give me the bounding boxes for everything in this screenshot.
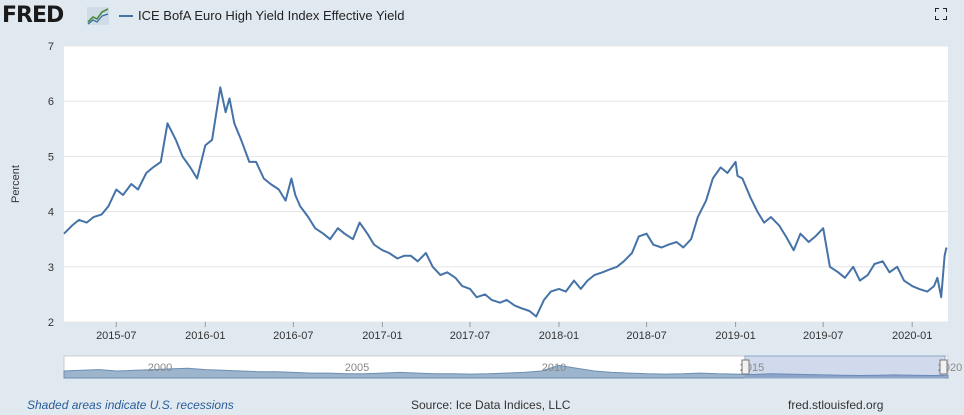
plot-area [64, 46, 948, 322]
line-chart: 2 3 4 5 6 7 2015-07 2016-01 2016-07 2017-01 2017-0… [48, 41, 948, 342]
legend: ICE BofA Euro High Yield Index Effective… [119, 8, 404, 23]
x-tick-label: 2016-01 [185, 330, 225, 342]
navigator-year-label: 2005 [345, 362, 369, 374]
x-tick-label: 2017-07 [450, 330, 490, 342]
y-tick-label: 3 [48, 262, 54, 274]
recession-note-link[interactable]: Shaded areas indicate U.S. recessions [27, 398, 234, 412]
series-line [63, 86, 948, 318]
navigator-year-label: 2010 [542, 362, 566, 374]
navigator-overview-area [63, 364, 949, 379]
site-text: fred.stlouisfed.org [788, 398, 884, 412]
x-tick-label: 2017-01 [362, 330, 402, 342]
x-tick-label: 2018-07 [626, 330, 666, 342]
range-navigator[interactable]: 2000 2005 2010 2015 2020 [0, 350, 964, 382]
y-tick-label: 4 [48, 207, 54, 219]
x-tick-label: 2015-07 [96, 330, 136, 342]
x-tick-label: 2016-07 [273, 330, 313, 342]
y-tick-label: 6 [48, 96, 54, 108]
trend-graph-icon [87, 7, 109, 25]
navigator-year-label: 2000 [148, 362, 172, 374]
fred-logo: FRED [2, 3, 64, 28]
legend-series-label: ICE BofA Euro High Yield Index Effective… [138, 8, 405, 23]
navigator-left-handle[interactable] [741, 359, 750, 375]
x-tick-label: 2019-07 [803, 330, 843, 342]
x-tick-label: 2020-01 [892, 330, 932, 342]
source-text: Source: Ice Data Indices, LLC [411, 398, 571, 412]
navigator-right-handle[interactable] [939, 359, 948, 375]
y-tick-label: 5 [48, 151, 54, 163]
legend-series-swatch [119, 14, 133, 17]
x-tick-label: 2019-01 [715, 330, 755, 342]
y-tick-label: 2 [48, 317, 54, 329]
chart-header: FRED ICE BofA Euro High Yield Index Effe… [0, 0, 964, 36]
y-tick-label: 7 [48, 41, 54, 53]
navigator-selected-range[interactable] [744, 355, 946, 379]
x-tick-label: 2018-01 [539, 330, 579, 342]
